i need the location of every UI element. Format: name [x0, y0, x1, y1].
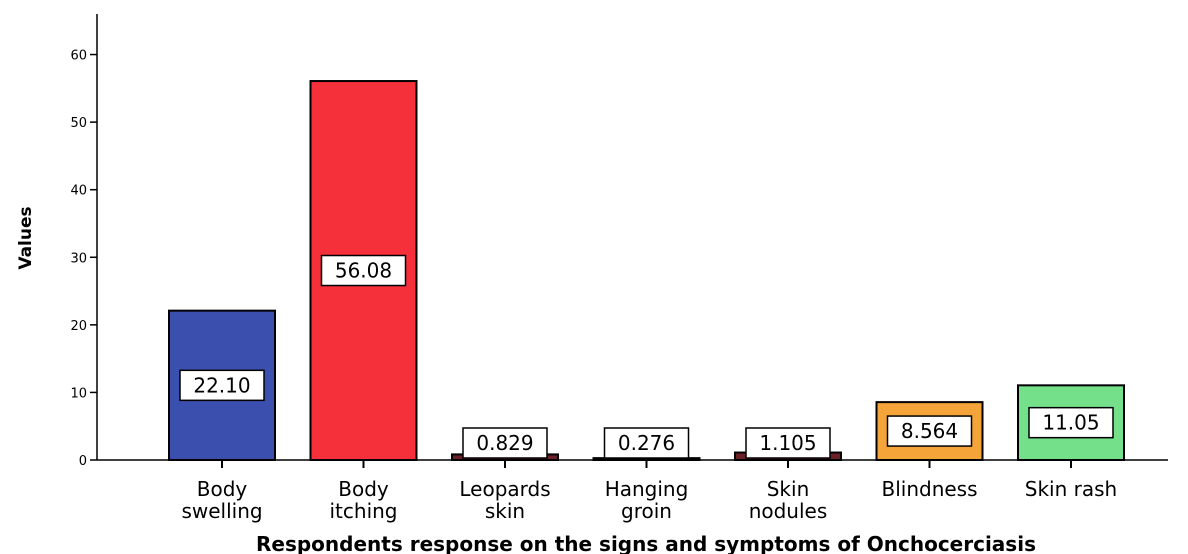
data-label-box	[320, 254, 407, 287]
category-label-line: groin	[621, 499, 672, 523]
data-label-text: 56.08	[335, 259, 392, 283]
data-label-box	[745, 427, 831, 459]
chart-data-labels: 22.10 56.08 0.829 0.276 1.105 8.564 11.05	[179, 254, 1114, 459]
category-label: Body swelling	[181, 477, 262, 523]
category-label-line: Leopards	[459, 477, 550, 501]
data-label-box	[886, 415, 973, 447]
category-label: Leopards skin	[459, 477, 550, 523]
y-tick-label: 0	[79, 454, 87, 469]
data-label-text: 1.105	[759, 431, 816, 455]
data-label-box	[462, 427, 548, 459]
data-label-text: 8.564	[901, 419, 958, 443]
x-axis-label: Respondents response on the signs and sy…	[256, 532, 1036, 554]
category-label-line: Blindness	[881, 477, 977, 501]
chart-bars	[168, 80, 1125, 462]
category-label-line: itching	[330, 499, 398, 523]
y-tick-label: 10	[70, 386, 87, 401]
data-label: 0.276	[603, 427, 690, 459]
category-label-line: nodules	[749, 499, 828, 523]
data-label-text: 0.276	[618, 431, 675, 455]
y-tick-label: 40	[70, 184, 87, 199]
data-label: 11.05	[1028, 406, 1114, 439]
category-label: Skin rash	[1025, 477, 1117, 501]
data-label-box	[179, 369, 265, 402]
y-tick-label: 30	[70, 251, 87, 266]
category-label-line: swelling	[181, 499, 262, 523]
category-label-line: Body	[338, 477, 389, 501]
category-label-line: Body	[197, 477, 248, 501]
category-label: Hanging groin	[605, 477, 689, 523]
y-axis-label: Values	[16, 206, 36, 269]
data-label: 8.564	[886, 415, 973, 447]
y-tick-label: 60	[70, 49, 87, 64]
category-label-line: Skin rash	[1025, 477, 1117, 501]
category-label-line: skin	[485, 499, 525, 523]
data-label-box	[603, 427, 690, 459]
data-label-box	[1028, 406, 1114, 439]
data-label-text: 0.829	[476, 431, 533, 455]
y-tick-label: 50	[70, 116, 87, 131]
y-tick-label: 20	[70, 319, 87, 334]
data-label: 1.105	[745, 427, 831, 459]
category-label: Body itching	[330, 477, 398, 523]
data-label: 0.829	[462, 427, 548, 459]
category-label-line: Skin	[767, 477, 810, 501]
data-label: 22.10	[179, 369, 265, 402]
category-label: Skin nodules	[749, 477, 828, 523]
data-label: 56.08	[320, 254, 407, 287]
category-label: Blindness	[881, 477, 977, 501]
data-label-text: 22.10	[193, 373, 250, 397]
data-label-text: 11.05	[1042, 411, 1099, 435]
category-label-line: Hanging	[605, 477, 689, 501]
